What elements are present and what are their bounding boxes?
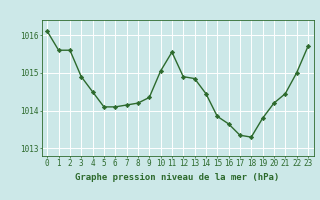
- X-axis label: Graphe pression niveau de la mer (hPa): Graphe pression niveau de la mer (hPa): [76, 173, 280, 182]
